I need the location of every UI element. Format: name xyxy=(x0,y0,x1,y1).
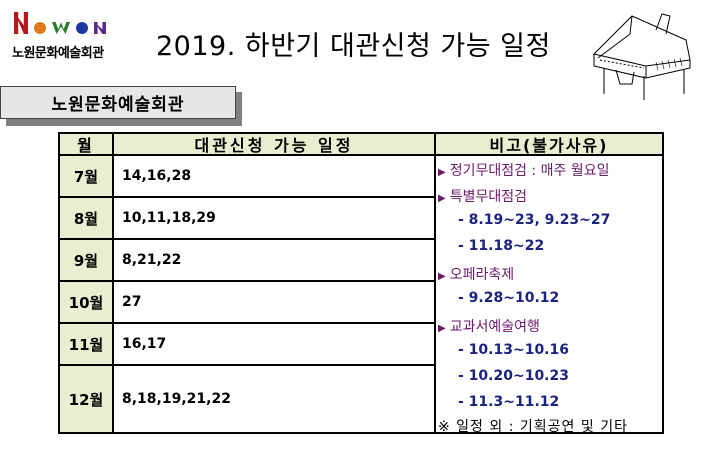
triangle-right-icon: ▶ xyxy=(438,193,446,204)
logo-letter-w xyxy=(52,22,70,34)
dates-cell: 8,18,19,21,22 xyxy=(122,391,231,407)
note-text: 오페라축제 xyxy=(449,267,515,283)
logo-letter-n xyxy=(14,12,28,34)
note-opera: ▶ 오페라축제 xyxy=(438,264,514,284)
note-special-date: - 8.19~23, 9.23~27 xyxy=(458,212,611,228)
logo-letters xyxy=(14,12,106,34)
page-title: 2019. 하반기 대관신청 가능 일정 xyxy=(156,31,551,62)
note-school-date: - 10.20~10.23 xyxy=(458,368,569,384)
logo-letter-o2 xyxy=(76,22,88,34)
month-cell: 12월 xyxy=(60,366,112,432)
table-row: 12월 8,18,19,21,22 xyxy=(60,364,434,432)
month-cell: 9월 xyxy=(60,240,112,280)
month-cell: 7월 xyxy=(60,156,112,196)
table-row: 9월 8,21,22 xyxy=(60,238,434,280)
note-opera-date: - 9.28~10.12 xyxy=(458,290,560,306)
dates-cell: 8,21,22 xyxy=(122,252,182,268)
month-cell: 8월 xyxy=(60,198,112,238)
dates-cell: 14,16,28 xyxy=(122,168,192,184)
note-text: 정기무대점검 : 매주 월요일 xyxy=(449,163,610,179)
month-cell: 10월 xyxy=(60,282,112,322)
dates-cell: 10,11,18,29 xyxy=(122,210,216,226)
notes-column: ▶ 정기무대점검 : 매주 월요일 ▶ 특별무대점검 - 8.19~23, 9.23… xyxy=(438,156,662,435)
note-inspection: ▶ 정기무대점검 : 매주 월요일 xyxy=(438,160,609,180)
header-month: 월 xyxy=(77,136,95,155)
logo-letter-n2 xyxy=(94,22,106,34)
note-special: ▶ 특별무대점검 xyxy=(438,186,527,206)
note-school-date: - 10.13~10.16 xyxy=(458,342,569,358)
logo-text: 노원문화예술회관 xyxy=(12,46,104,61)
logo-letter-o xyxy=(34,22,46,34)
schedule-table: 월 대관신청 가능 일정 비고(불가사유) 7월 14,16,28 8월 10,… xyxy=(58,132,664,435)
table-body: 7월 14,16,28 8월 10,11,18,29 9월 8,21,22 10… xyxy=(60,156,434,432)
header-dates: 대관신청 가능 일정 xyxy=(194,136,354,155)
column-divider xyxy=(112,134,114,432)
table-row: 7월 14,16,28 xyxy=(60,156,434,196)
venue-label: 노원문화예술회관 xyxy=(0,86,236,119)
table-row: 10월 27 xyxy=(60,280,434,322)
dates-cell: 16,17 xyxy=(122,336,167,352)
triangle-right-icon: ▶ xyxy=(438,271,446,282)
column-divider xyxy=(434,134,436,432)
table-row: 11월 16,17 xyxy=(60,322,434,364)
header-note: 비고(불가사유) xyxy=(489,136,609,155)
note-text: 특별무대점검 xyxy=(449,189,527,205)
grand-piano-icon xyxy=(593,13,691,100)
note-special-date: - 11.18~22 xyxy=(458,238,545,254)
triangle-right-icon: ▶ xyxy=(438,323,446,334)
note-text: 교과서예술여행 xyxy=(449,319,540,335)
triangle-right-icon: ▶ xyxy=(438,167,446,178)
note-school-date: - 11.3~11.12 xyxy=(458,394,560,410)
table-header: 월 대관신청 가능 일정 비고(불가사유) xyxy=(60,134,662,156)
logo: 노원문화예술회관 xyxy=(12,12,132,61)
note-footnote: ※ 일정 외 : 기획공연 및 기타 xyxy=(438,419,628,435)
note-school: ▶ 교과서예술여행 xyxy=(438,316,540,336)
dates-cell: 27 xyxy=(122,294,142,310)
table-row: 8월 10,11,18,29 xyxy=(60,196,434,238)
month-cell: 11월 xyxy=(60,324,112,364)
